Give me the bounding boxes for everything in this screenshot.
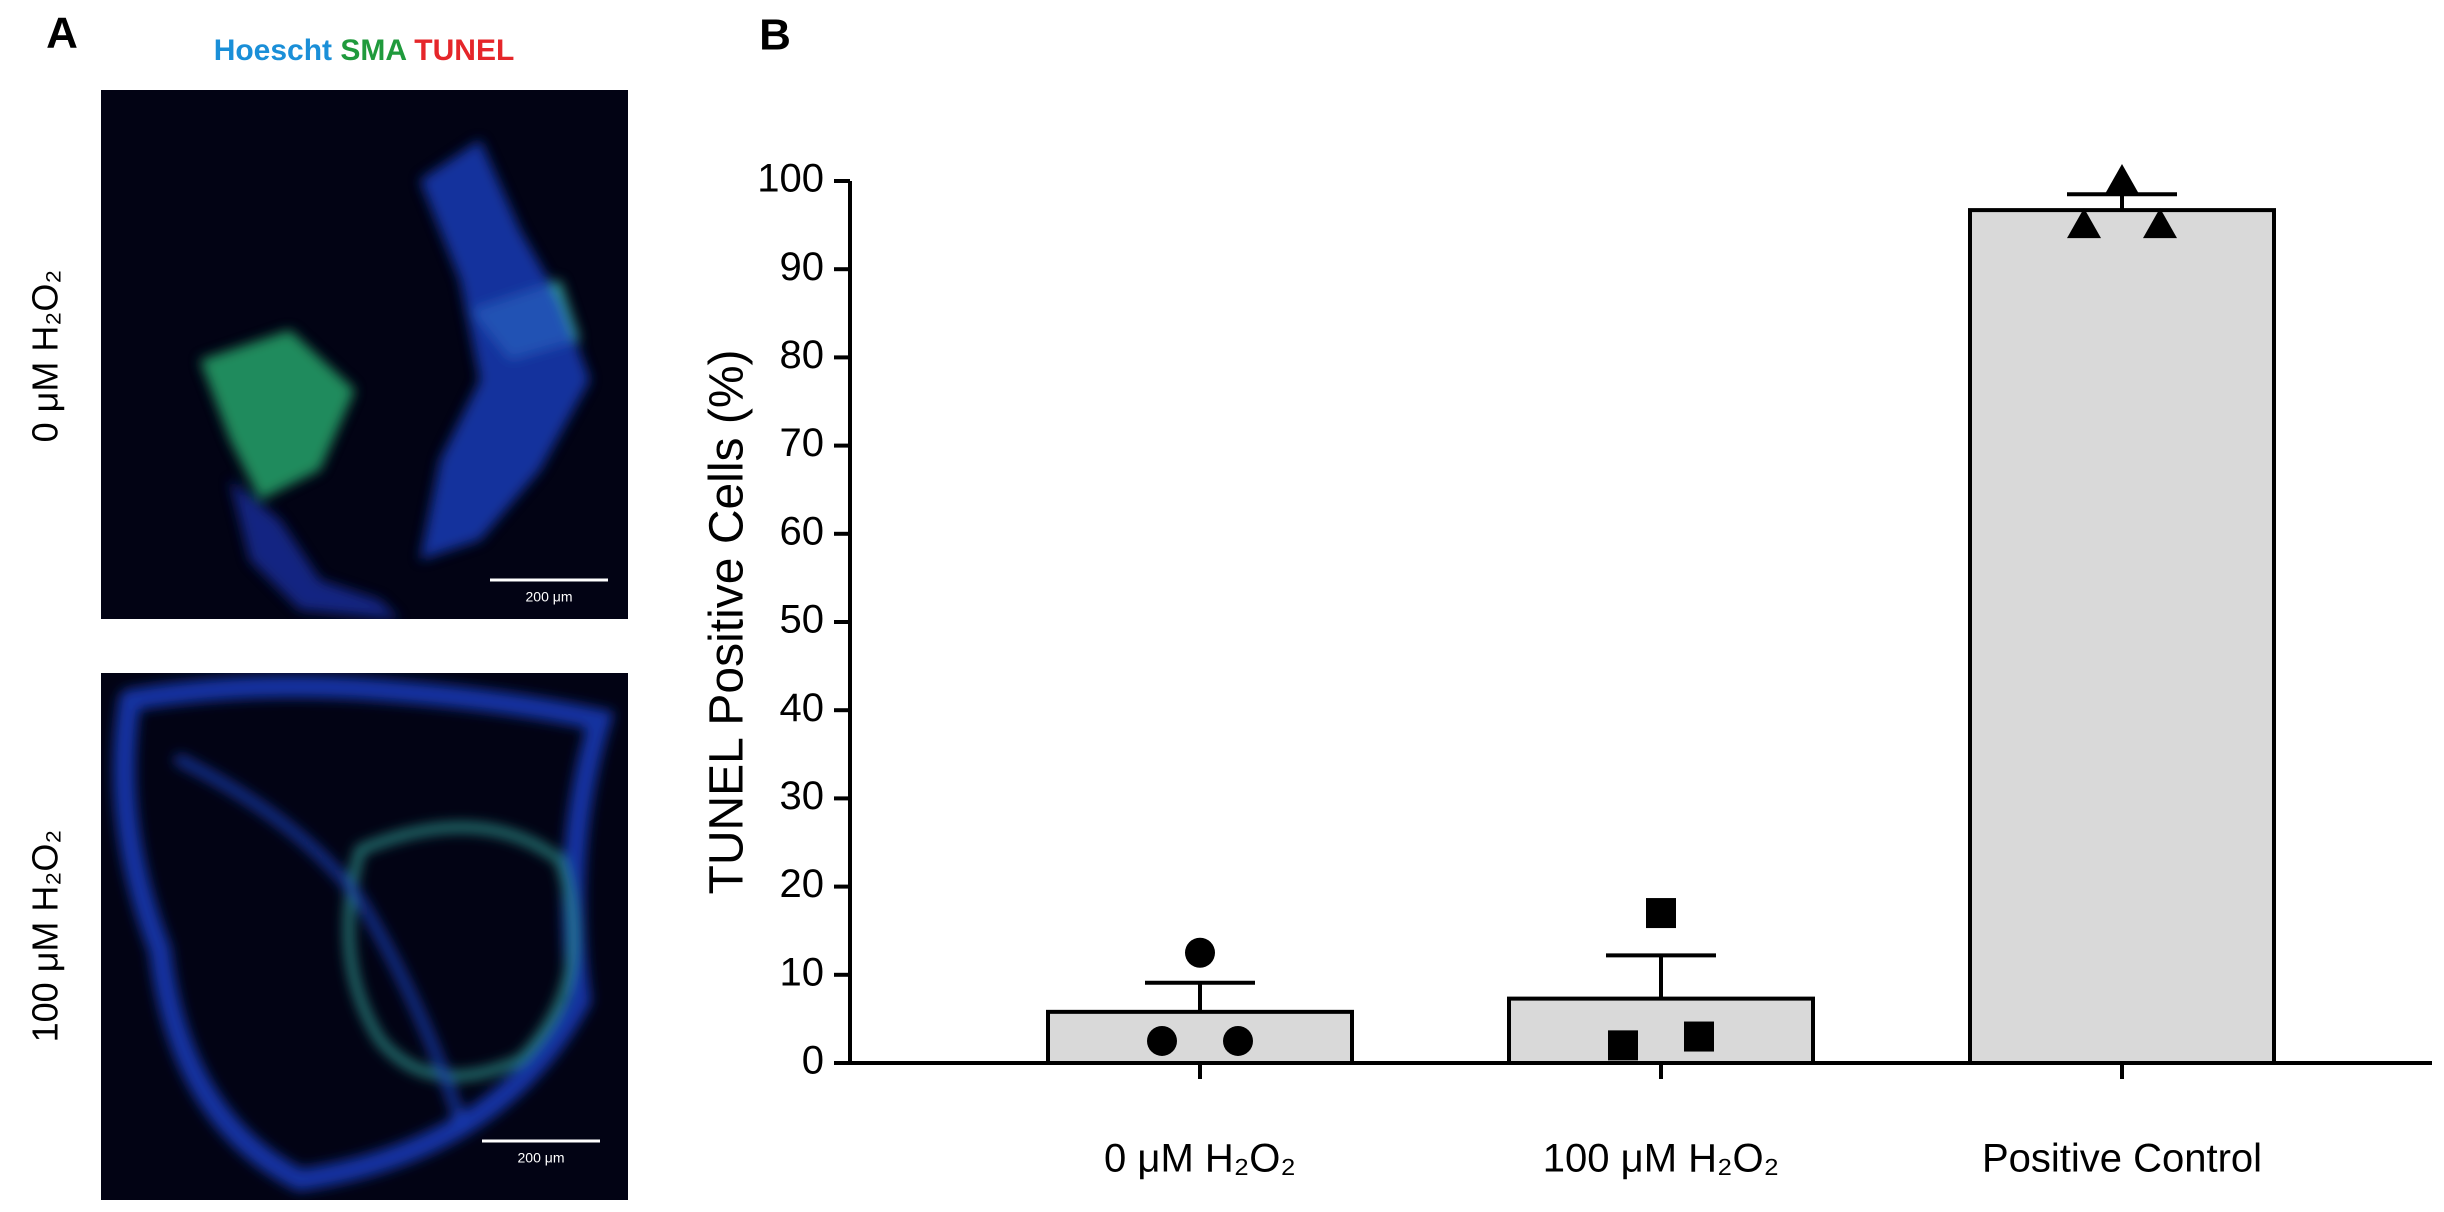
- y-tick-label: 30: [780, 774, 825, 818]
- data-point: [2143, 208, 2177, 239]
- data-point: [1608, 1030, 1638, 1061]
- row-label: 0 μM H₂O₂: [25, 270, 66, 443]
- data-point: [1147, 1025, 1177, 1056]
- y-tick-label: 0: [802, 1039, 824, 1083]
- y-tick-label: 60: [780, 509, 825, 553]
- stain-label: SMA: [340, 34, 406, 67]
- panel-label: B: [759, 11, 791, 60]
- bar: [1507, 996, 1815, 1066]
- y-tick-label: 80: [780, 333, 825, 377]
- y-tick-label: 70: [780, 421, 825, 465]
- y-tick-label: 50: [780, 598, 825, 642]
- x-tick-label: Positive Control: [1982, 1137, 2262, 1181]
- scale-bar-label: 200 μm: [526, 589, 573, 605]
- bar: [1968, 208, 2276, 1065]
- stain-legend: Hoescht SMA TUNEL: [214, 34, 515, 67]
- y-tick-label: 40: [780, 686, 825, 730]
- data-point: [2067, 208, 2101, 239]
- data-point: [1646, 898, 1676, 929]
- micrograph: 200 μm: [101, 90, 628, 619]
- data-point: [1185, 937, 1215, 968]
- data-point: [2105, 164, 2139, 194]
- error-bar: [1606, 953, 1716, 999]
- panel-label: A: [46, 9, 78, 58]
- data-point: [1223, 1025, 1253, 1056]
- row-label: 100 μM H₂O₂: [25, 830, 66, 1043]
- y-tick-label: 20: [780, 862, 825, 906]
- y-tick-label: 90: [780, 245, 825, 289]
- y-tick-label: 10: [780, 950, 825, 994]
- micrograph: 200 μm: [101, 673, 628, 1200]
- scale-bar-label: 200 μm: [518, 1150, 565, 1166]
- stain-label: Hoescht: [214, 34, 332, 67]
- y-axis-label: TUNEL Positive Cells (%): [701, 350, 754, 895]
- y-tick-label: 100: [757, 157, 824, 201]
- x-tick-label: 100 μM H₂O₂: [1543, 1137, 1779, 1181]
- stain-label: TUNEL: [414, 34, 514, 67]
- error-bar: [1145, 980, 1255, 1012]
- data-point: [1684, 1021, 1714, 1052]
- bar: [1046, 1009, 1354, 1065]
- error-bar: [2067, 192, 2177, 211]
- x-tick-label: 0 μM H₂O₂: [1104, 1137, 1296, 1181]
